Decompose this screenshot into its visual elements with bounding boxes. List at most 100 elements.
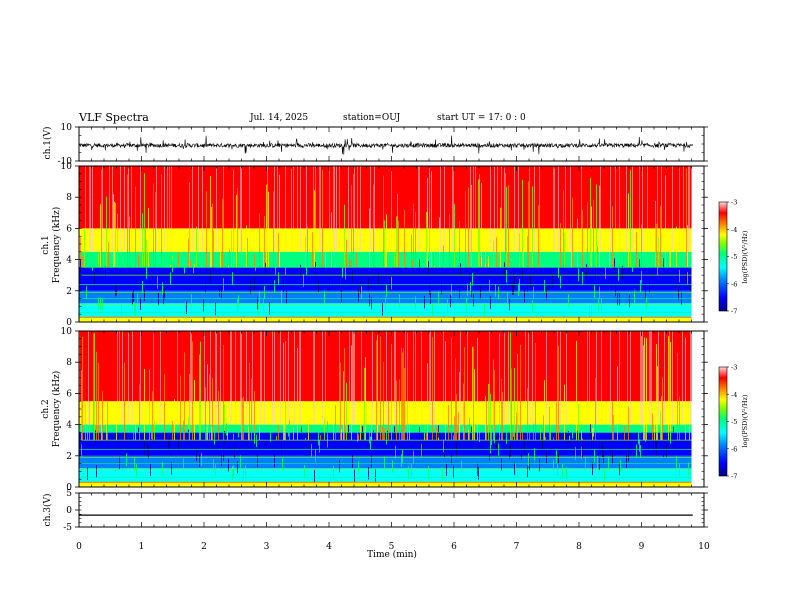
- sferic-streak: [339, 331, 340, 425]
- spectral-speckle: [473, 294, 474, 307]
- sferic-streak: [544, 380, 545, 441]
- spectral-speckle: [577, 431, 578, 444]
- spectral-speckle: [444, 444, 445, 457]
- sferic-streak: [690, 331, 691, 425]
- sferic-streak: [641, 331, 642, 425]
- spectral-speckle: [438, 425, 439, 438]
- sferic-streak: [284, 411, 285, 441]
- spectral-speckle: [509, 297, 510, 311]
- y-tick-label: 10: [61, 162, 73, 172]
- sferic-streak: [626, 166, 627, 252]
- spectral-speckle: [275, 262, 276, 275]
- sferic-streak: [280, 331, 281, 425]
- sferic-streak: [93, 333, 94, 441]
- sferic-streak: [664, 331, 665, 425]
- sferic-streak: [600, 166, 601, 252]
- spectral-speckle: [169, 435, 170, 449]
- spectral-speckle: [424, 424, 425, 437]
- spectral-speckle: [617, 292, 618, 306]
- sferic-streak: [488, 383, 489, 441]
- y-tick-label: 6: [66, 224, 72, 234]
- sferic-streak: [609, 246, 610, 268]
- spectral-speckle: [514, 462, 515, 475]
- spectral-speckle: [430, 291, 431, 304]
- sferic-streak: [145, 229, 146, 268]
- spectral-speckle: [371, 296, 372, 310]
- sferic-streak: [155, 192, 156, 268]
- sferic-streak: [448, 405, 449, 441]
- sferic-streak: [439, 217, 440, 268]
- spectral-speckle: [96, 465, 97, 478]
- sferic-streak: [471, 184, 472, 268]
- sferic-streak: [532, 186, 533, 268]
- spectral-speckle: [352, 270, 353, 283]
- sferic-streak: [192, 341, 193, 441]
- spectral-speckle: [615, 283, 616, 297]
- sferic-streak: [569, 435, 570, 441]
- sferic-streak: [468, 187, 469, 268]
- sferic-streak: [322, 170, 323, 268]
- sferic-streak: [429, 167, 430, 268]
- spectral-speckle: [170, 272, 171, 285]
- spectral-speckle: [178, 438, 179, 451]
- spectral-speckle: [524, 289, 525, 303]
- sferic-streak: [285, 166, 286, 252]
- sferic-streak: [426, 212, 427, 268]
- sferic-streak: [312, 232, 313, 268]
- y-tick-label: 10: [61, 327, 73, 337]
- sferic-streak: [593, 199, 594, 268]
- spectral-speckle: [562, 464, 563, 477]
- spectral-speckle: [172, 259, 173, 273]
- sferic-streak: [209, 374, 210, 441]
- sferic-streak: [689, 402, 690, 441]
- sferic-streak: [103, 256, 104, 268]
- ch3-waveform-panel: 5 0 -5 0 1 2 3 4 5 6 7 8 9 10: [63, 489, 710, 552]
- spectral-speckle: [283, 280, 284, 294]
- sferic-streak: [156, 166, 157, 252]
- spectral-speckle: [513, 282, 514, 295]
- sferic-streak: [354, 331, 355, 425]
- sferic-streak: [228, 265, 229, 268]
- spectral-speckle: [639, 259, 640, 272]
- spectral-speckle: [144, 288, 145, 302]
- sferic-streak: [164, 166, 165, 252]
- spectral-speckle: [527, 278, 528, 292]
- sferic-streak: [371, 404, 372, 441]
- spectral-speckle: [339, 459, 340, 473]
- sferic-streak: [305, 237, 306, 268]
- start-time-label: start UT = 17: 0 : 0: [437, 113, 526, 123]
- spectral-speckle: [378, 272, 379, 285]
- spectral-speckle: [324, 290, 325, 304]
- spectral-speckle: [424, 295, 425, 309]
- sferic-streak: [220, 242, 221, 268]
- spectral-speckle: [157, 276, 158, 289]
- spectral-speckle: [402, 449, 403, 463]
- sferic-streak: [215, 331, 216, 425]
- spectral-speckle: [636, 444, 637, 458]
- sferic-streak: [431, 171, 432, 268]
- spectral-speckle: [419, 259, 420, 272]
- spectrogram-band: [79, 432, 692, 456]
- sferic-streak: [316, 266, 317, 268]
- y-tick-label: 0: [66, 483, 72, 493]
- sferic-streak: [630, 170, 631, 268]
- sferic-streak: [468, 429, 469, 441]
- sferic-streak: [613, 415, 614, 441]
- sferic-streak: [689, 166, 690, 252]
- spectral-speckle: [553, 459, 554, 473]
- spectral-speckle: [568, 430, 569, 444]
- sferic-streak: [596, 331, 597, 425]
- spectral-speckle: [484, 303, 485, 317]
- sferic-streak: [676, 226, 677, 268]
- sferic-streak: [546, 331, 547, 425]
- spectral-speckle: [415, 296, 416, 309]
- sferic-streak: [106, 422, 107, 441]
- sferic-streak: [445, 341, 446, 441]
- sferic-streak: [660, 410, 661, 441]
- sferic-streak: [672, 331, 673, 425]
- sferic-streak: [432, 337, 433, 441]
- sferic-streak: [493, 240, 494, 268]
- sferic-streak: [595, 377, 596, 441]
- sferic-streak: [669, 237, 670, 268]
- sferic-streak: [100, 204, 101, 268]
